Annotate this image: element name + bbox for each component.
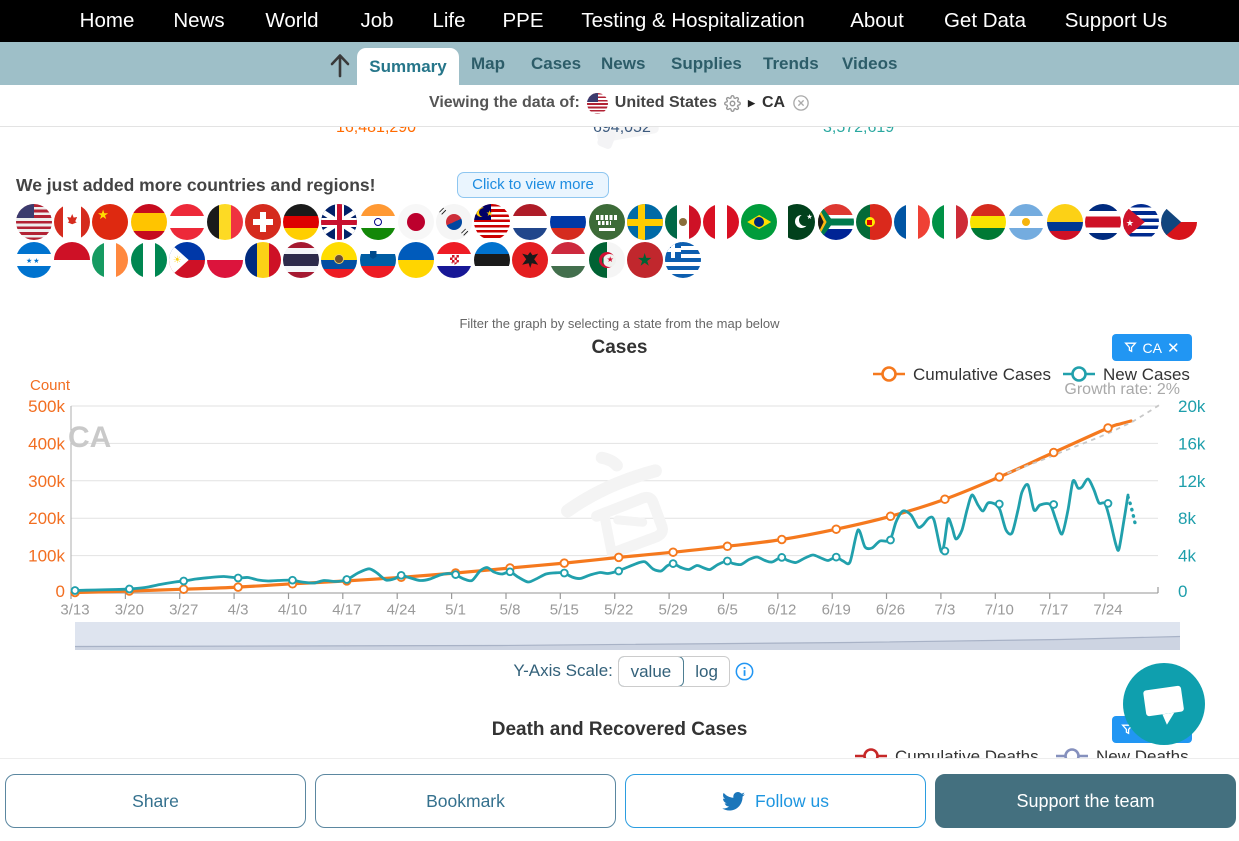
svg-text:6/19: 6/19 [822,602,851,619]
svg-text:6/26: 6/26 [876,602,905,619]
svg-text:200k: 200k [28,509,65,528]
svg-text:16k: 16k [1178,434,1206,453]
svg-text:20k: 20k [1178,397,1206,416]
svg-text:6/12: 6/12 [767,602,796,619]
svg-text:5/1: 5/1 [445,602,466,619]
svg-text:7/17: 7/17 [1039,602,1068,619]
svg-text:5/15: 5/15 [550,602,579,619]
svg-text:400k: 400k [28,434,65,453]
svg-text:0: 0 [56,582,65,601]
svg-text:3/20: 3/20 [115,602,144,619]
svg-text:5/8: 5/8 [500,602,521,619]
svg-text:3/27: 3/27 [169,602,198,619]
svg-text:5/29: 5/29 [658,602,687,619]
svg-text:New Cases: New Cases [1103,365,1190,384]
svg-text:12k: 12k [1178,472,1206,491]
svg-text:300k: 300k [28,472,65,491]
svg-text:100k: 100k [28,547,65,566]
svg-text:Cumulative Cases: Cumulative Cases [913,365,1051,384]
svg-text:4k: 4k [1178,547,1196,566]
svg-text:5/22: 5/22 [604,602,633,619]
svg-text:6/5: 6/5 [717,602,738,619]
svg-text:7/10: 7/10 [985,602,1014,619]
svg-text:7/24: 7/24 [1093,602,1122,619]
svg-text:4/24: 4/24 [387,602,416,619]
svg-text:CA: CA [68,421,111,454]
svg-text:8k: 8k [1178,509,1196,528]
svg-text:4/3: 4/3 [228,602,249,619]
svg-text:3/13: 3/13 [60,602,89,619]
svg-text:4/17: 4/17 [332,602,361,619]
svg-text:4/10: 4/10 [278,602,307,619]
svg-text:500k: 500k [28,397,65,416]
svg-text:0: 0 [1178,582,1187,601]
svg-text:7/3: 7/3 [934,602,955,619]
